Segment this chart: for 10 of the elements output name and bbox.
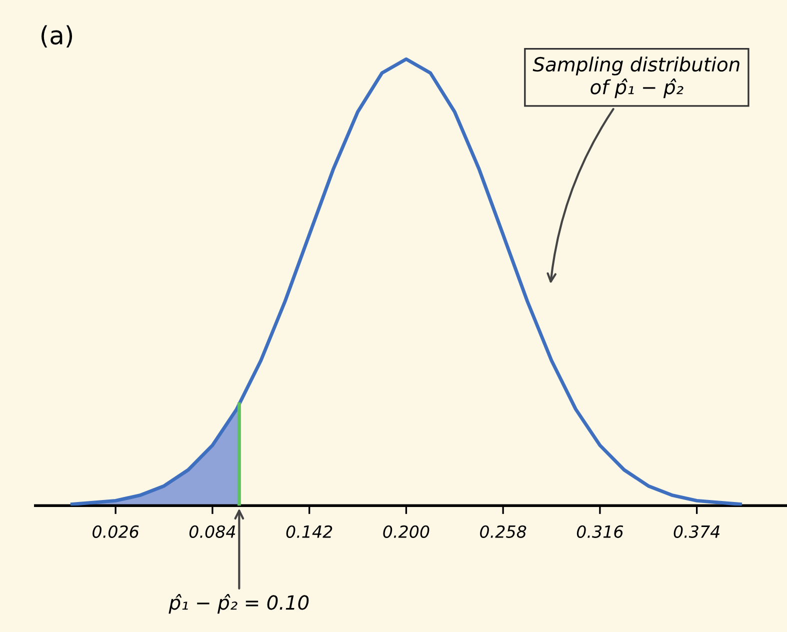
- x-tick-label: 0.200: [383, 525, 430, 538]
- x-tick-label: 0.374: [674, 525, 720, 538]
- x-tick-label: 0.142: [286, 525, 332, 538]
- x-tick-label: 0.084: [189, 525, 236, 538]
- text: p̂₁ − p̂₂ = 0.10: [168, 594, 309, 614]
- x-tick-label: 0.258: [480, 525, 526, 538]
- x-tick-label: 0.316: [576, 525, 624, 538]
- annotation: Sampling distribution of p̂₁ − p̂₂: [532, 56, 740, 98]
- text: (a): [42, 25, 72, 48]
- x-tick-label: 0.026: [92, 525, 139, 538]
